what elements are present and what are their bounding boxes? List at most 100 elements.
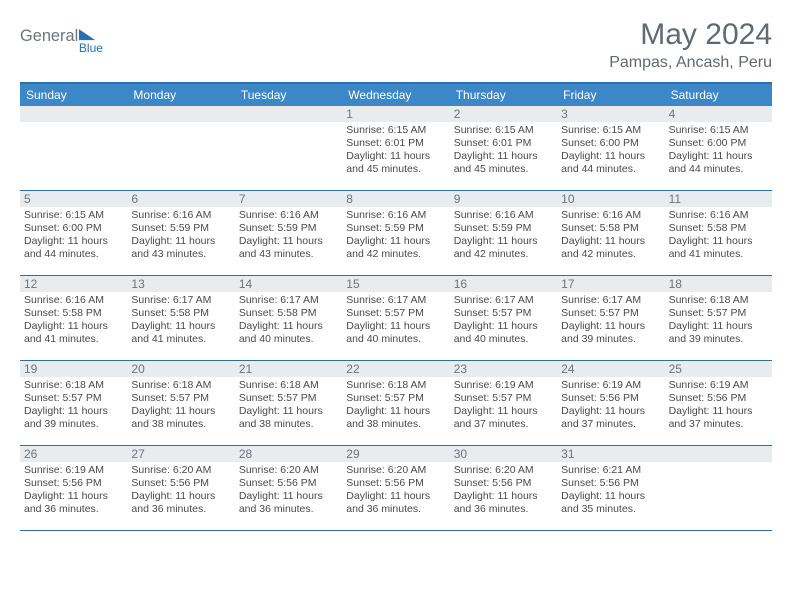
day-cell: 27Sunrise: 6:20 AMSunset: 5:56 PMDayligh… — [127, 446, 234, 530]
day-info-line: Sunrise: 6:16 AM — [239, 209, 338, 222]
date-number: 5 — [20, 191, 127, 207]
day-info-line: Sunset: 5:57 PM — [346, 307, 445, 320]
day-info: Sunrise: 6:20 AMSunset: 5:56 PMDaylight:… — [239, 464, 338, 517]
day-info-line: Daylight: 11 hours and 38 minutes. — [131, 405, 230, 431]
day-info-line: Daylight: 11 hours and 36 minutes. — [131, 490, 230, 516]
day-info: Sunrise: 6:17 AMSunset: 5:58 PMDaylight:… — [239, 294, 338, 347]
day-info-line: Sunrise: 6:18 AM — [346, 379, 445, 392]
day-cell: 17Sunrise: 6:17 AMSunset: 5:57 PMDayligh… — [557, 276, 664, 360]
day-info-line: Sunrise: 6:18 AM — [239, 379, 338, 392]
day-info-line: Sunset: 6:01 PM — [454, 137, 553, 150]
day-cell: 29Sunrise: 6:20 AMSunset: 5:56 PMDayligh… — [342, 446, 449, 530]
day-info-line: Sunrise: 6:15 AM — [454, 124, 553, 137]
day-header-monday: Monday — [127, 84, 234, 106]
day-cell: 9Sunrise: 6:16 AMSunset: 5:59 PMDaylight… — [450, 191, 557, 275]
day-info-line: Sunrise: 6:18 AM — [669, 294, 768, 307]
day-info: Sunrise: 6:20 AMSunset: 5:56 PMDaylight:… — [454, 464, 553, 517]
day-info-line: Daylight: 11 hours and 41 minutes. — [24, 320, 123, 346]
day-info-line: Daylight: 11 hours and 38 minutes. — [346, 405, 445, 431]
day-cell: 10Sunrise: 6:16 AMSunset: 5:58 PMDayligh… — [557, 191, 664, 275]
day-cell: 15 Sunrise: 6:17 AMSunset: 5:57 PMDayligh… — [342, 276, 449, 360]
day-cell: 5Sunrise: 6:15 AMSunset: 6:00 PMDaylight… — [20, 191, 127, 275]
day-info: Sunrise: 6:19 AMSunset: 5:56 PMDaylight:… — [24, 464, 123, 517]
day-info-line: Sunset: 5:56 PM — [346, 477, 445, 490]
logo-text-blue: Blue — [79, 41, 103, 55]
day-cell: 3 Sunrise: 6:15 AMSunset: 6:00 PMDaylight… — [557, 106, 664, 190]
day-cell: 1Sunrise: 6:15 AMSunset: 6:01 PMDaylight… — [342, 106, 449, 190]
day-cell: 14 Sunrise: 6:17 AMSunset: 5:58 PMDayligh… — [235, 276, 342, 360]
day-cell: 25Sunrise: 6:19 AMSunset: 5:56 PMDayligh… — [665, 361, 772, 445]
day-info: Sunrise: 6:15 AMSunset: 6:00 PMDaylight:… — [561, 124, 660, 177]
day-cell: 16Sunrise: 6:17 AMSunset: 5:57 PMDayligh… — [450, 276, 557, 360]
day-info: Sunrise: 6:16 AMSunset: 5:59 PMDaylight:… — [131, 209, 230, 262]
day-header-wednesday: Wednesday — [342, 84, 449, 106]
day-info-line: Sunset: 5:58 PM — [24, 307, 123, 320]
day-info-line: Sunrise: 6:15 AM — [24, 209, 123, 222]
day-info: Sunrise: 6:15 AMSunset: 6:00 PMDaylight:… — [669, 124, 768, 177]
day-header-row: SundayMondayTuesdayWednesdayThursdayFrid… — [20, 84, 772, 106]
date-number: 15 — [342, 276, 449, 292]
day-info-line: Sunset: 6:01 PM — [346, 137, 445, 150]
date-number: 19 — [20, 361, 127, 377]
day-info-line: Sunset: 6:00 PM — [669, 137, 768, 150]
day-cell: 11Sunrise: 6:16 AMSunset: 5:58 PMDayligh… — [665, 191, 772, 275]
day-info-line: Sunset: 5:56 PM — [561, 392, 660, 405]
day-info-line: Sunset: 5:56 PM — [239, 477, 338, 490]
generalblue-logo-icon: General Blue — [20, 18, 140, 60]
day-info-line: Sunset: 5:57 PM — [239, 392, 338, 405]
day-info: Sunrise: 6:21 AMSunset: 5:56 PMDaylight:… — [561, 464, 660, 517]
day-info-line: Sunrise: 6:15 AM — [561, 124, 660, 137]
day-info-line: Sunrise: 6:17 AM — [239, 294, 338, 307]
day-info-line: Daylight: 11 hours and 43 minutes. — [131, 235, 230, 261]
day-info: Sunrise: 6:18 AMSunset: 5:57 PMDaylight:… — [24, 379, 123, 432]
day-info-line: Sunrise: 6:17 AM — [131, 294, 230, 307]
day-info-line: Daylight: 11 hours and 40 minutes. — [346, 320, 445, 346]
day-cell: 6Sunrise: 6:16 AMSunset: 5:59 PMDaylight… — [127, 191, 234, 275]
day-info-line: Daylight: 11 hours and 39 minutes. — [561, 320, 660, 346]
day-info-line: Sunset: 5:57 PM — [669, 307, 768, 320]
day-cell: 24Sunrise: 6:19 AMSunset: 5:56 PMDayligh… — [557, 361, 664, 445]
day-info-line: Daylight: 11 hours and 35 minutes. — [561, 490, 660, 516]
day-info-line: Daylight: 11 hours and 43 minutes. — [239, 235, 338, 261]
day-info: Sunrise: 6:17 AMSunset: 5:57 PMDaylight:… — [346, 294, 445, 347]
day-info-line: Sunrise: 6:18 AM — [131, 379, 230, 392]
day-info-line: Sunset: 6:00 PM — [561, 137, 660, 150]
date-number — [20, 106, 127, 122]
day-info-line: Sunrise: 6:17 AM — [561, 294, 660, 307]
location-label: Pampas, Ancash, Peru — [609, 54, 772, 72]
date-number: 2 — [450, 106, 557, 122]
day-info-line: Sunset: 5:58 PM — [239, 307, 338, 320]
day-info: Sunrise: 6:19 AMSunset: 5:56 PMDaylight:… — [561, 379, 660, 432]
day-info-line: Sunrise: 6:19 AM — [669, 379, 768, 392]
day-info: Sunrise: 6:19 AMSunset: 5:56 PMDaylight:… — [669, 379, 768, 432]
day-info-line: Daylight: 11 hours and 39 minutes. — [24, 405, 123, 431]
day-info-line: Sunrise: 6:19 AM — [561, 379, 660, 392]
date-number: 14 — [235, 276, 342, 292]
day-cell: 28Sunrise: 6:20 AMSunset: 5:56 PMDayligh… — [235, 446, 342, 530]
date-number: 8 — [342, 191, 449, 207]
day-info-line: Sunset: 5:56 PM — [24, 477, 123, 490]
date-number: 21 — [235, 361, 342, 377]
day-cell: 12Sunrise: 6:16 AMSunset: 5:58 PMDayligh… — [20, 276, 127, 360]
day-info: Sunrise: 6:17 AMSunset: 5:58 PMDaylight:… — [131, 294, 230, 347]
day-info-line: Sunrise: 6:20 AM — [239, 464, 338, 477]
day-cell — [127, 106, 234, 190]
day-info-line: Sunrise: 6:15 AM — [669, 124, 768, 137]
day-info-line: Daylight: 11 hours and 44 minutes. — [24, 235, 123, 261]
day-info: Sunrise: 6:18 AMSunset: 5:57 PMDaylight:… — [131, 379, 230, 432]
day-cell: 20Sunrise: 6:18 AMSunset: 5:57 PMDayligh… — [127, 361, 234, 445]
date-number — [127, 106, 234, 122]
day-info: Sunrise: 6:16 AMSunset: 5:58 PMDaylight:… — [24, 294, 123, 347]
day-info-line: Daylight: 11 hours and 42 minutes. — [346, 235, 445, 261]
day-info-line: Sunset: 5:57 PM — [24, 392, 123, 405]
day-info-line: Sunrise: 6:15 AM — [346, 124, 445, 137]
day-info: Sunrise: 6:18 AMSunset: 5:57 PMDaylight:… — [669, 294, 768, 347]
day-cell — [235, 106, 342, 190]
day-info-line: Sunset: 5:56 PM — [454, 477, 553, 490]
day-info-line: Daylight: 11 hours and 42 minutes. — [561, 235, 660, 261]
date-number — [665, 446, 772, 462]
day-info-line: Daylight: 11 hours and 41 minutes. — [131, 320, 230, 346]
day-info: Sunrise: 6:16 AMSunset: 5:58 PMDaylight:… — [669, 209, 768, 262]
date-number: 3 — [557, 106, 664, 122]
day-info-line: Daylight: 11 hours and 45 minutes. — [454, 150, 553, 176]
